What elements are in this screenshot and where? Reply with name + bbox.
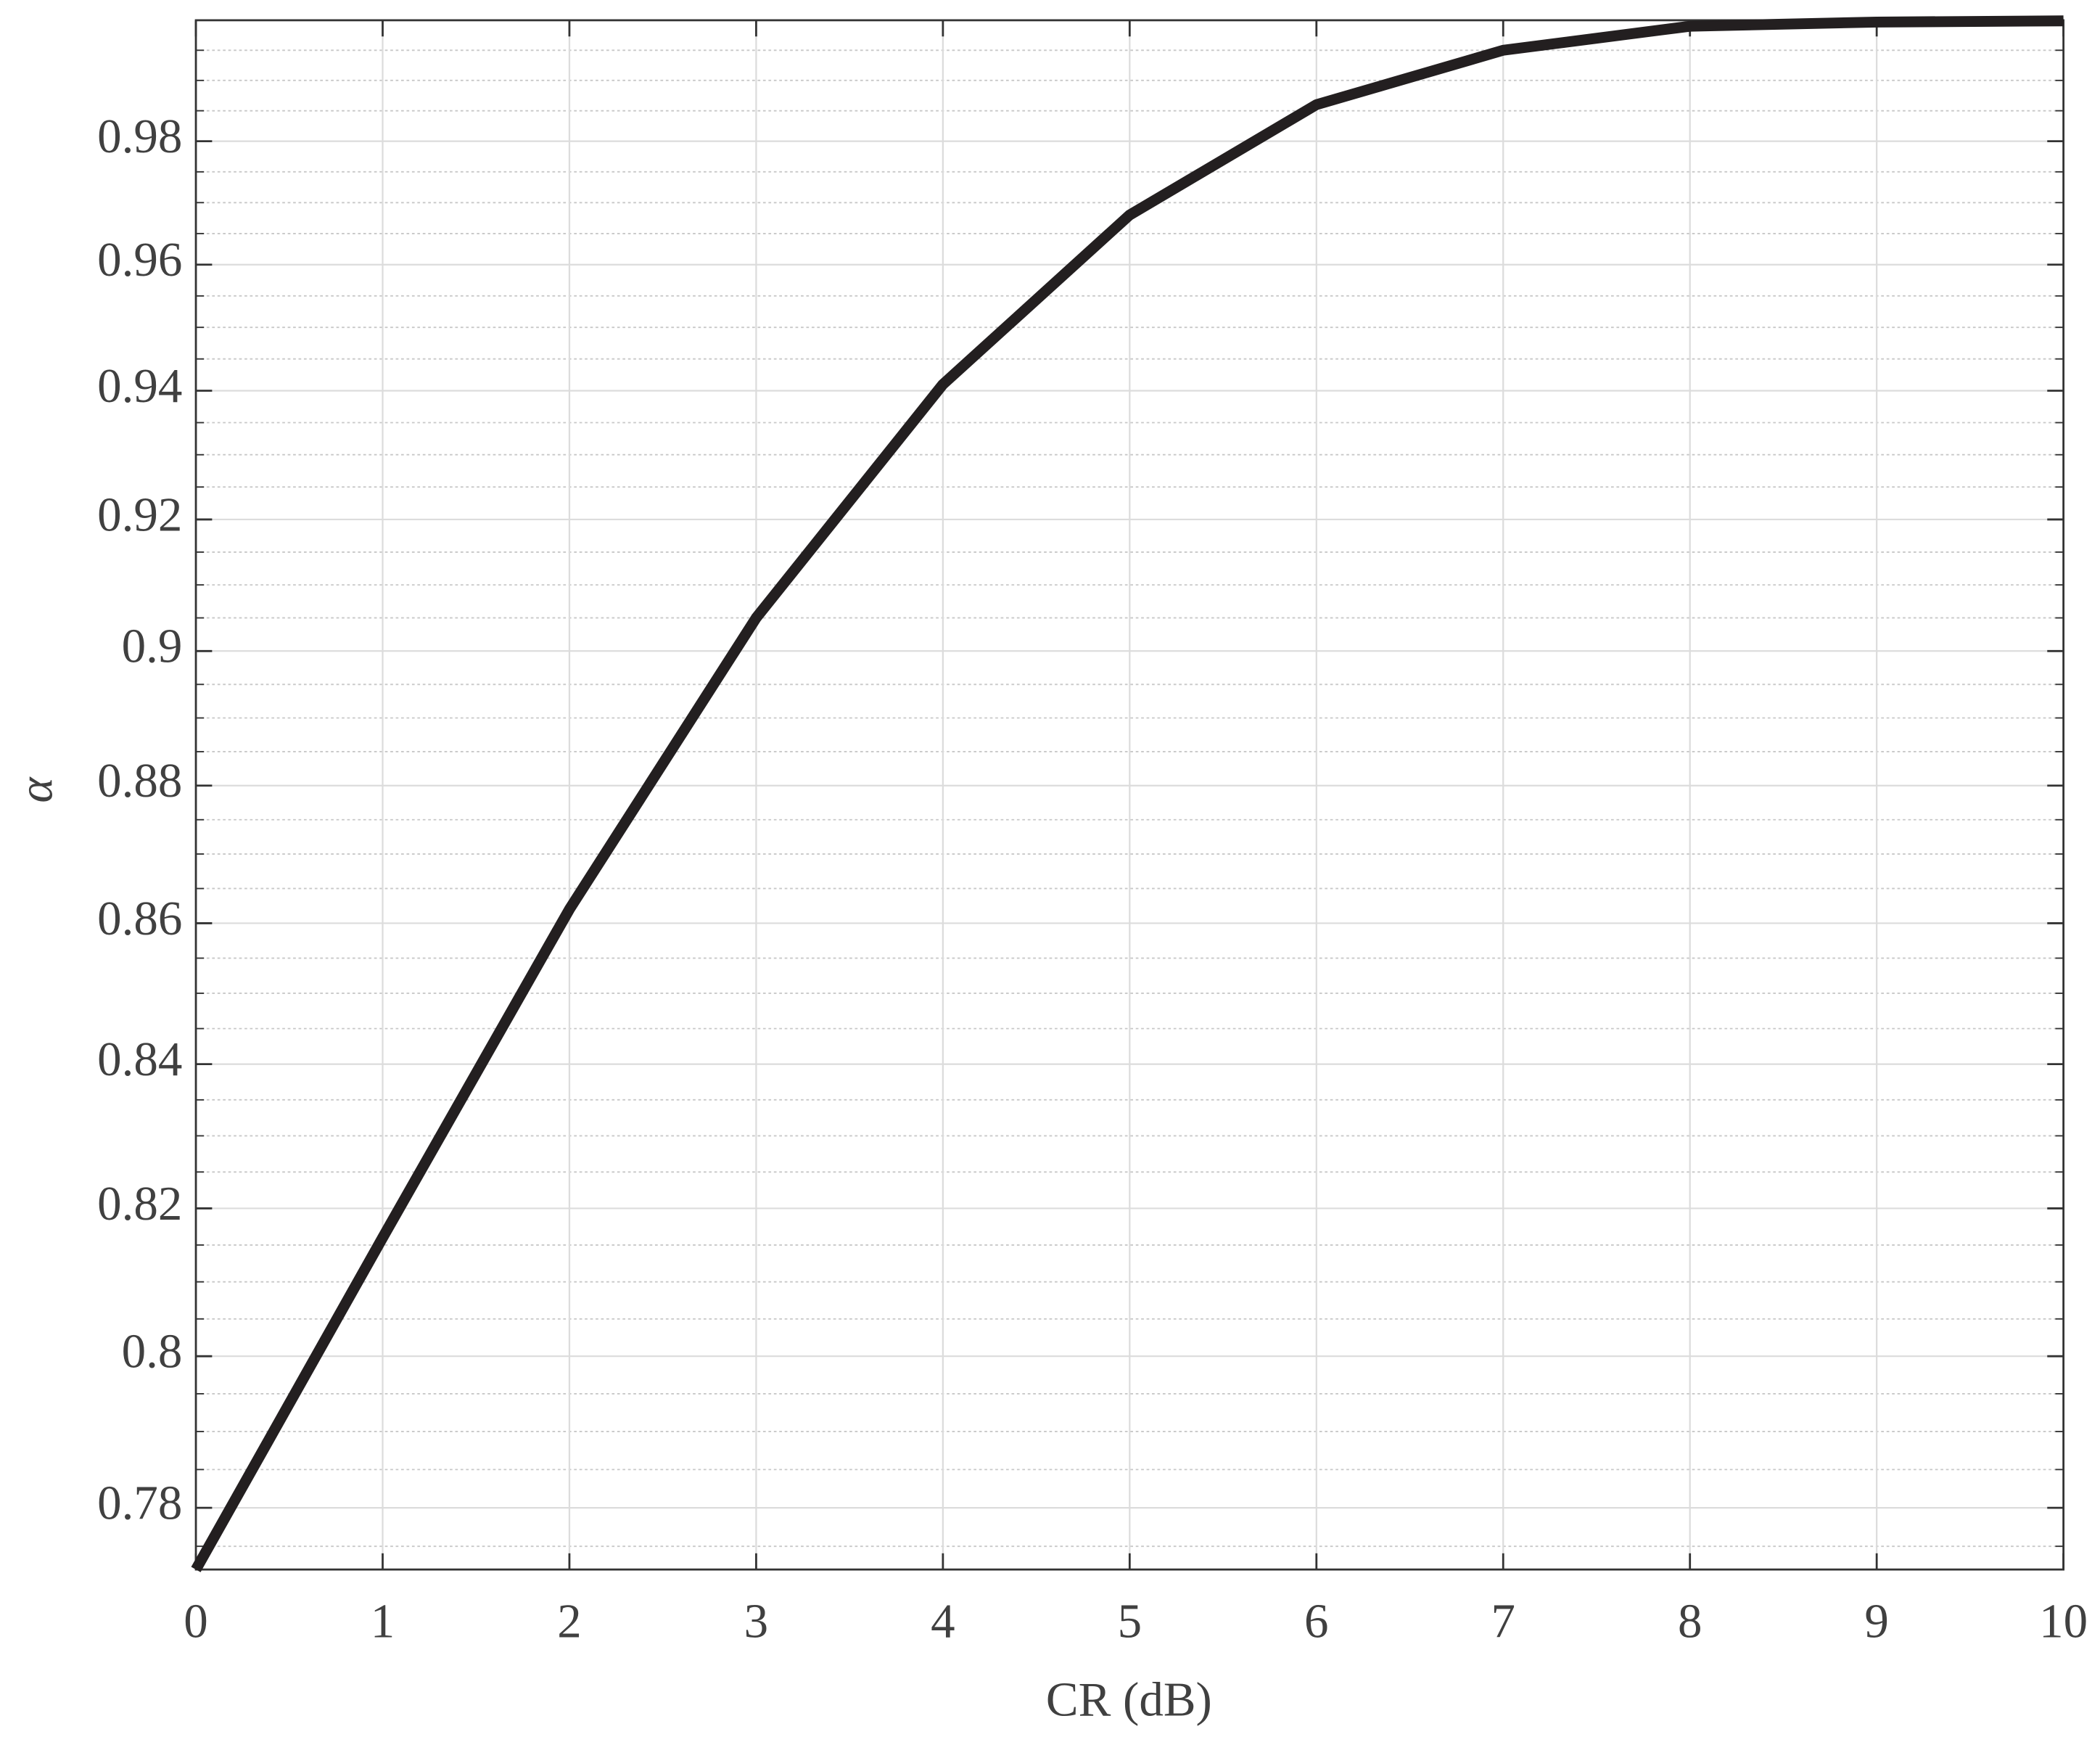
y-tick-label: 0.82 [97,1177,182,1231]
y-tick-label: 0.96 [97,233,182,287]
y-tick-label: 0.88 [97,754,182,808]
x-tick-label: 9 [1864,1595,1889,1648]
y-axis-label: α [9,776,62,803]
y-tick-label: 0.8 [122,1325,183,1379]
y-tick-label: 0.94 [97,359,182,413]
y-tick-label: 0.9 [122,620,183,673]
x-tick-label: 10 [2039,1595,2088,1648]
x-tick-label: 3 [744,1595,769,1648]
x-tick-label: 6 [1304,1595,1329,1648]
x-tick-label: 5 [1118,1595,1142,1648]
x-tick-label: 2 [557,1595,582,1648]
y-tick-label: 0.86 [97,892,182,945]
y-tick-label: 0.92 [97,488,182,541]
x-tick-label: 4 [931,1595,955,1648]
plot-frame [194,19,2065,1571]
x-axis-label: CR (dB) [1046,1673,1212,1727]
data-line [191,15,2064,1572]
x-tick-label: 7 [1491,1595,1515,1648]
x-tick-label: 0 [184,1595,207,1648]
x-tick-label: 1 [371,1595,395,1648]
y-tick-label: 0.84 [97,1032,182,1086]
y-tick-label: 0.98 [97,110,182,163]
y-tick-label: 0.78 [97,1476,182,1529]
x-tick-label: 8 [1678,1595,1702,1648]
